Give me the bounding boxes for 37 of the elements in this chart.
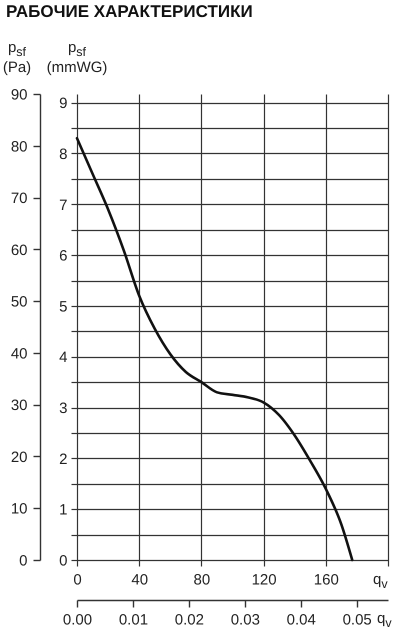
y2-tick-label: 9 — [59, 95, 68, 112]
x-tick-label: 40 — [131, 572, 148, 588]
y-tick-label: 40 — [10, 345, 28, 362]
x2-tick-label: 0.05 — [342, 612, 372, 628]
x-tick-label: 160 — [314, 572, 339, 588]
x2-tick-label: 0.04 — [286, 612, 316, 628]
y-tick-label: 50 — [10, 294, 28, 311]
y2-tick-label: 0 — [59, 552, 68, 570]
y2-tick-label: 2 — [59, 450, 68, 468]
y-axis-title: p$_{sf}$ (Pa) — [2, 39, 32, 76]
y2-axis-title: p$_{sf}$ (mmWG) — [46, 39, 108, 76]
x-tick-label: 120 — [252, 572, 277, 588]
y2-tick-label: 6 — [59, 248, 68, 265]
x-axis-title: q$_{v}$ — [373, 571, 388, 592]
x-tick-label: 0 — [73, 572, 82, 588]
y-tick-label: 0 — [19, 552, 28, 570]
x2-tick-label: 0.01 — [118, 612, 148, 628]
x2-tick-label: 0.02 — [174, 612, 204, 628]
chart-title: РАБОЧИЕ ХАРАКТЕРИСТИКИ — [6, 2, 253, 22]
y-tick-label: 80 — [10, 138, 28, 156]
y-tick-label: 20 — [10, 448, 28, 466]
y2-tick-label: 4 — [59, 349, 68, 366]
x2-tick-label: 0.03 — [230, 612, 260, 628]
x2-axis-title: q$_{v}$ — [377, 610, 392, 631]
line-series — [76, 136, 354, 562]
y2-tick-label: 3 — [59, 400, 68, 418]
y2-tick-label: 8 — [59, 146, 68, 163]
y-tick-label: 30 — [10, 397, 28, 414]
y2-tick-label: 7 — [59, 196, 68, 214]
x2-tick-label: 0.00 — [62, 612, 92, 628]
y-tick-label: 90 — [10, 86, 28, 104]
y2-tick-label: 5 — [59, 298, 68, 316]
x-tick-label: 80 — [194, 572, 210, 588]
y-tick-label: 10 — [10, 500, 28, 518]
y-tick-label: 60 — [10, 242, 28, 259]
y2-tick-label: 1 — [59, 502, 68, 519]
y-tick-label: 70 — [10, 190, 28, 208]
